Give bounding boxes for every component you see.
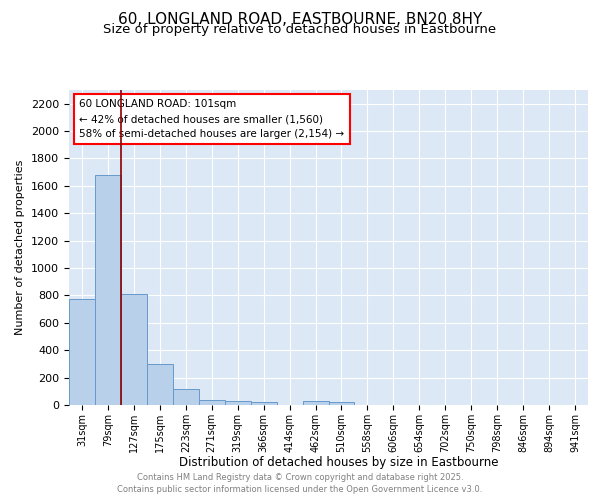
Bar <box>95 175 121 405</box>
Bar <box>147 364 173 405</box>
Bar <box>329 402 355 405</box>
Bar <box>173 388 199 405</box>
Bar <box>69 299 95 405</box>
Bar <box>121 294 147 405</box>
Text: 60, LONGLAND ROAD, EASTBOURNE, BN20 8HY: 60, LONGLAND ROAD, EASTBOURNE, BN20 8HY <box>118 12 482 28</box>
Text: Distribution of detached houses by size in Eastbourne: Distribution of detached houses by size … <box>179 456 499 469</box>
Bar <box>225 401 251 405</box>
Bar <box>302 401 329 405</box>
Y-axis label: Number of detached properties: Number of detached properties <box>16 160 25 335</box>
Text: 60 LONGLAND ROAD: 101sqm
← 42% of detached houses are smaller (1,560)
58% of sem: 60 LONGLAND ROAD: 101sqm ← 42% of detach… <box>79 100 344 139</box>
Bar <box>251 402 277 405</box>
Text: Contains HM Land Registry data © Crown copyright and database right 2025.
Contai: Contains HM Land Registry data © Crown c… <box>118 472 482 494</box>
Text: Size of property relative to detached houses in Eastbourne: Size of property relative to detached ho… <box>103 22 497 36</box>
Bar <box>199 400 224 405</box>
